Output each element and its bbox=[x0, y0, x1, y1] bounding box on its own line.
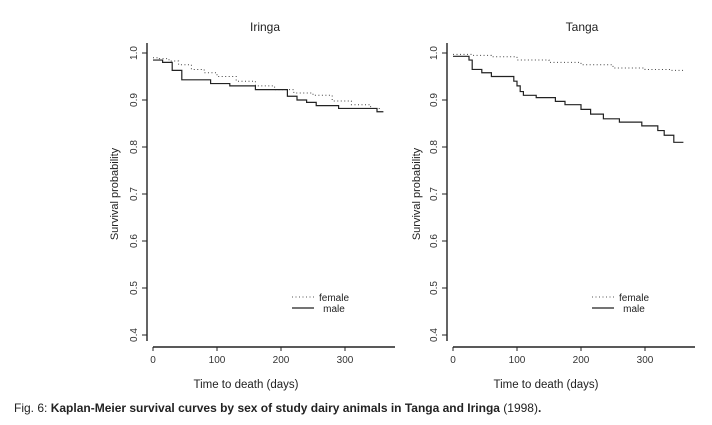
panel-iringa-series-male bbox=[153, 59, 384, 113]
panel-iringa-x-axis-label: Time to death (days) bbox=[193, 379, 298, 391]
panel-iringa-y-tick-label: 1.0 bbox=[129, 46, 140, 60]
panel-tanga-x-axis-label: Time to death (days) bbox=[493, 379, 598, 391]
panel-iringa-x-tick-label: 200 bbox=[273, 355, 290, 366]
panel-tanga-x-tick-label: 0 bbox=[450, 355, 456, 366]
panel-iringa-y-tick-label: 0.7 bbox=[129, 187, 140, 201]
panel-iringa-x-tick-label: 300 bbox=[337, 355, 354, 366]
panel-iringa-y-axis-label: Survival probability bbox=[109, 147, 121, 240]
panel-iringa-x-tick-label: 0 bbox=[150, 355, 156, 366]
caption-end: . bbox=[537, 401, 542, 415]
panel-iringa-y-tick-label: 0.4 bbox=[129, 328, 140, 342]
panel-tanga-legend-female-label: female bbox=[619, 293, 649, 304]
panel-iringa-x-tick-label: 100 bbox=[209, 355, 226, 366]
panel-tanga-y-axis-label: Survival probability bbox=[411, 147, 423, 240]
panel-tanga-y-tick-label: 0.5 bbox=[429, 281, 440, 295]
panel-tanga-x-tick-label: 200 bbox=[573, 355, 590, 366]
panel-tanga-series-male bbox=[453, 55, 684, 143]
panel-tanga-y-tick-label: 0.4 bbox=[429, 328, 440, 342]
panel-tanga-y-tick-label: 1.0 bbox=[429, 46, 440, 60]
panel-tanga-y-tick-label: 0.7 bbox=[429, 187, 440, 201]
panel-iringa-series-female bbox=[153, 57, 381, 110]
panel-iringa-legend-male-label: male bbox=[323, 304, 345, 315]
panel-iringa-y-tick-label: 0.6 bbox=[129, 234, 140, 248]
panel-tanga-y-tick-label: 0.8 bbox=[429, 140, 440, 154]
panel-tanga-title: Tanga bbox=[566, 20, 599, 34]
panel-iringa-y-tick-label: 0.5 bbox=[129, 281, 140, 295]
panel-tanga-y-tick-label: 0.6 bbox=[429, 234, 440, 248]
panel-tanga-x-tick-label: 300 bbox=[637, 355, 654, 366]
panel-tanga-y-tick-label: 0.9 bbox=[429, 93, 440, 107]
panel-iringa-legend-female-label: female bbox=[319, 293, 349, 304]
caption-prefix: Fig. 6: bbox=[14, 401, 51, 415]
panel-tanga-x-tick-label: 100 bbox=[509, 355, 526, 366]
panel-tanga-legend-male-label: male bbox=[623, 304, 645, 315]
panel-iringa-y-tick-label: 0.8 bbox=[129, 140, 140, 154]
panel-iringa-title: Iringa bbox=[250, 20, 280, 34]
caption-year: (1998) bbox=[499, 401, 538, 415]
figure-caption: Fig. 6: Kaplan-Meier survival curves by … bbox=[14, 401, 541, 415]
panel-tanga-series-female bbox=[453, 53, 684, 71]
caption-title: Kaplan-Meier survival curves by sex of s… bbox=[50, 401, 500, 415]
panel-iringa-y-tick-label: 0.9 bbox=[129, 93, 140, 107]
